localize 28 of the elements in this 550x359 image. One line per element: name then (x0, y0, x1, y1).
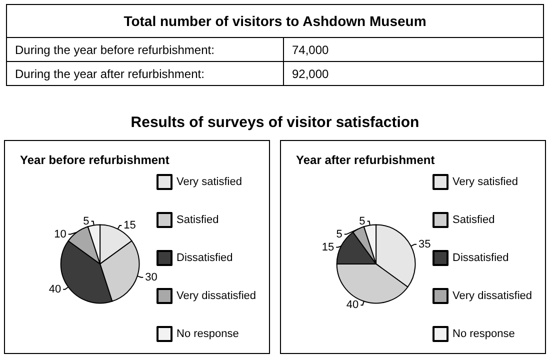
data-label: 35 (418, 238, 431, 250)
data-label: 5 (359, 215, 366, 228)
data-label: 40 (346, 299, 359, 312)
legend-label: Satisfied (452, 214, 495, 226)
legend-label: No response (176, 328, 239, 340)
data-label: 5 (336, 228, 342, 240)
text: Year before refurbishment (20, 153, 170, 167)
legend-label: Satisfied (176, 214, 219, 226)
text: 74,000 (284, 38, 544, 62)
legend-label: No response (452, 328, 515, 340)
text: Year after refurbishment (296, 153, 435, 167)
text: During the year before refurbishment: (6, 38, 284, 62)
legend-label: Very dissatisfied (176, 290, 256, 302)
data-label: 5 (83, 215, 90, 228)
data-label: 15 (124, 219, 136, 232)
legend-label: Dissatisfied (452, 252, 509, 264)
text: Results of surveys of visitor satisfaction (130, 114, 420, 131)
legend-label: Dissatisfied (176, 252, 233, 264)
data-label: 15 (322, 241, 334, 254)
text: Total number of visitors to Ashdown Museum (6, 4, 544, 38)
legend-label: Very dissatisfied (452, 290, 532, 302)
legend-label: Very satisfied (452, 176, 518, 188)
data-label: 10 (54, 228, 66, 240)
data-label: 40 (48, 283, 62, 296)
text: 92,000 (284, 62, 544, 86)
text: During the year after refurbishment: (6, 62, 284, 86)
legend-label: Very satisfied (176, 176, 242, 188)
data-label: 30 (145, 271, 158, 284)
